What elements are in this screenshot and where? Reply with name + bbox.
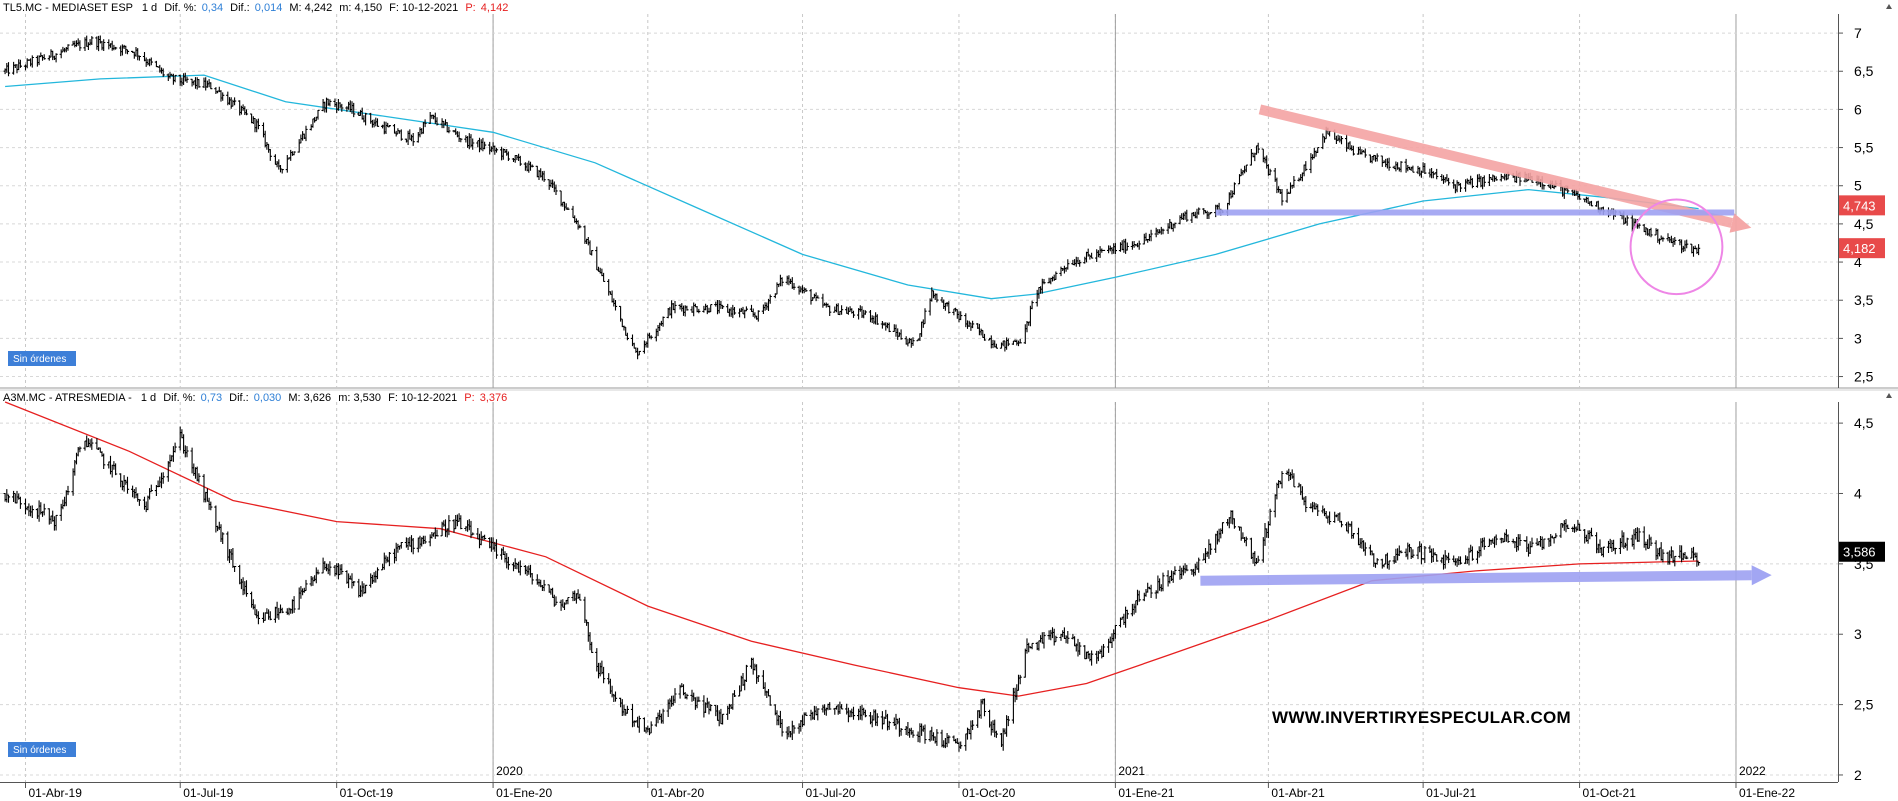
y-tick-label: 2,5 <box>1854 697 1874 713</box>
header-date: F: 10-12-2021 <box>389 2 458 14</box>
price-bars-top <box>3 35 1701 360</box>
header-close-label: P: <box>465 2 475 14</box>
x-tick-label: 01-Jul-21 <box>1426 786 1476 800</box>
header-symbol: A3M.MC - ATRESMEDIA - <box>3 392 132 404</box>
price-bars-bottom <box>3 426 1701 752</box>
header-min: m: 3,530 <box>338 392 381 404</box>
year-label: 2021 <box>1118 764 1145 778</box>
ohlc-bars <box>3 35 1701 360</box>
year-label: 2022 <box>1739 764 1766 778</box>
ma-line-top <box>5 74 1699 300</box>
status-badge-bg <box>8 351 76 366</box>
price-badge-bg <box>1839 238 1885 259</box>
price-badge: 4,182 <box>1839 238 1885 259</box>
header-difpct-label: Dif. %: <box>163 392 195 404</box>
trend-arrow-shaft <box>1258 104 1734 228</box>
y-tick-label: 5 <box>1854 178 1862 194</box>
header-date: F: 10-12-2021 <box>388 392 457 404</box>
y-axis-ticks-bottom: 4,543,532,52 <box>1838 415 1874 783</box>
y-tick-label: 3 <box>1854 626 1862 642</box>
status-badge-bottom[interactable]: Sin órdenes <box>8 742 76 757</box>
status-badge-text: Sin órdenes <box>13 745 66 756</box>
year-label: 2020 <box>496 764 523 778</box>
price-badge: 4,743 <box>1839 195 1885 216</box>
y-tick-label: 4,5 <box>1854 216 1874 232</box>
header-max: M: 4,242 <box>289 2 332 14</box>
header-max: M: 3,626 <box>288 392 331 404</box>
grid-top <box>0 14 1838 388</box>
x-tick-label: 01-Oct-19 <box>340 786 394 800</box>
status-badge-bg <box>8 742 76 757</box>
chart-header-top: TL5.MC - MEDIASET ESP 1 d Dif. %: 0,34 D… <box>3 2 508 14</box>
header-close: 3,376 <box>480 392 508 404</box>
price-badge-label: 4,743 <box>1843 198 1876 213</box>
grid-bottom <box>0 402 1838 782</box>
trend-arrow-shaft <box>1200 570 1752 586</box>
status-badge-top[interactable]: Sin órdenes <box>8 351 76 366</box>
price-badges-bottom: 3,586 <box>1839 541 1885 562</box>
y-tick-label: 4 <box>1854 485 1862 501</box>
x-tick-label: 01-Ene-22 <box>1739 786 1795 800</box>
header-close-label: P: <box>464 392 474 404</box>
header-min: m: 4,150 <box>339 2 382 14</box>
price-badge-bg <box>1839 541 1885 562</box>
price-badge-label: 4,182 <box>1843 241 1876 256</box>
x-tick-label: 01-Abr-21 <box>1271 786 1325 800</box>
trend-arrow-head <box>1729 213 1752 233</box>
y-tick-label: 3 <box>1854 330 1862 346</box>
annotations-top <box>1215 104 1752 296</box>
highlight-circle <box>1629 198 1724 296</box>
header-interval: 1 d <box>142 2 157 14</box>
status-badge-text: Sin órdenes <box>13 354 66 365</box>
y-tick-label: 4 <box>1854 254 1862 270</box>
y-tick-label: 7 <box>1854 25 1862 41</box>
scroll-up-icon[interactable] <box>1886 393 1892 398</box>
ohlc-bars <box>3 426 1701 752</box>
price-badge: 3,586 <box>1839 541 1885 562</box>
price-badges-top: 4,743 4,182 <box>1839 195 1885 259</box>
header-dif-label: Dif.: <box>230 2 250 14</box>
scroll-up-icon[interactable] <box>1886 4 1892 9</box>
y-tick-label: 2 <box>1854 767 1862 783</box>
x-tick-label: 01-Ene-21 <box>1118 786 1174 800</box>
header-difpct: 0,34 <box>202 2 223 14</box>
y-axis-ticks-top: 7 6,5 6 5,5 5 4,5 4 3,5 3 2,5 <box>1838 25 1874 385</box>
x-tick-label: 01-Abr-19 <box>29 786 83 800</box>
trend-arrow-head <box>1751 565 1772 586</box>
y-tick-label: 2,5 <box>1854 369 1874 385</box>
header-difpct-label: Dif. %: <box>164 2 196 14</box>
x-tick-label: 01-Oct-21 <box>1583 786 1637 800</box>
y-tick-label: 4,5 <box>1854 415 1874 431</box>
watermark-text: WWW.INVERTIRYESPECULAR.COM <box>1272 708 1571 727</box>
y-tick-label: 3,5 <box>1854 292 1874 308</box>
header-dif-label: Dif.: <box>229 392 249 404</box>
x-tick-label: 01-Oct-20 <box>962 786 1016 800</box>
header-dif: 0,030 <box>254 392 282 404</box>
price-badge-bg <box>1839 195 1885 216</box>
y-tick-label: 5,5 <box>1854 140 1874 156</box>
header-interval: 1 d <box>141 392 156 404</box>
moving-average-line <box>5 74 1699 300</box>
x-tick-label: 01-Ene-20 <box>496 786 552 800</box>
y-tick-label: 6 <box>1854 101 1862 117</box>
header-dif: 0,014 <box>255 2 283 14</box>
price-badge-label: 3,586 <box>1843 545 1876 560</box>
annotations-bottom <box>1200 565 1772 586</box>
x-tick-label: 01-Jul-20 <box>806 786 856 800</box>
header-close: 4,142 <box>481 2 509 14</box>
header-symbol: TL5.MC - MEDIASET ESP <box>3 2 133 14</box>
y-tick-label: 6,5 <box>1854 63 1874 79</box>
chart-header-bottom: A3M.MC - ATRESMEDIA - 1 d Dif. %: 0,73 D… <box>3 392 507 404</box>
x-tick-label: 01-Jul-19 <box>183 786 233 800</box>
header-difpct: 0,73 <box>201 392 222 404</box>
x-tick-label: 01-Abr-20 <box>651 786 705 800</box>
x-axis-ticks: 01-Abr-19 01-Jul-19 01-Oct-19 01-Ene-20 01-A… <box>25 764 1795 800</box>
